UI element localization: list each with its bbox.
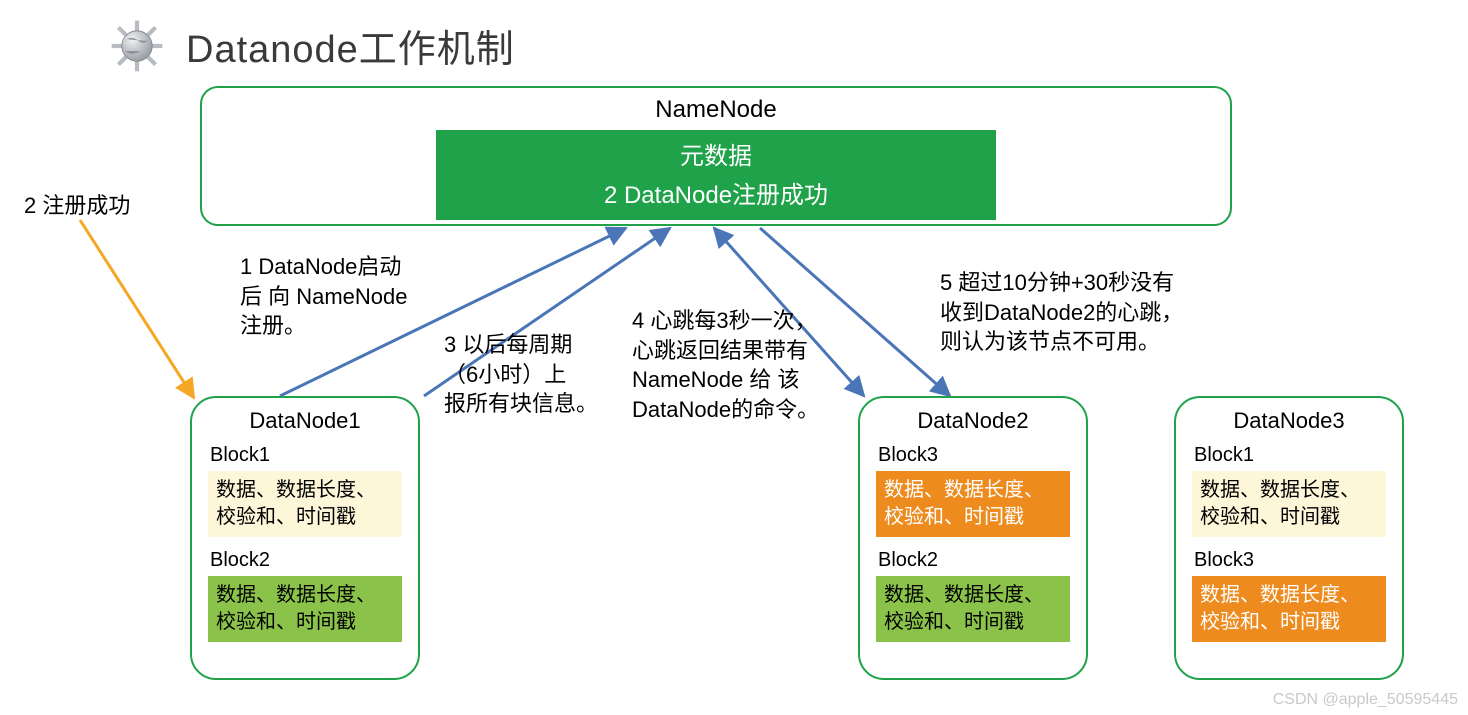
- block-group: Block2 数据、数据长度、校验和、时间戳: [876, 549, 1070, 642]
- block-group: Block1 数据、数据长度、校验和、时间戳: [1192, 444, 1386, 537]
- side-label-register-success: 2 注册成功: [24, 188, 130, 220]
- block-group: Block3 数据、数据长度、校验和、时间戳: [876, 444, 1070, 537]
- block-content: 数据、数据长度、校验和、时间戳: [1192, 576, 1386, 642]
- block-content: 数据、数据长度、校验和、时间戳: [876, 576, 1070, 642]
- block-label: Block2: [876, 549, 1070, 572]
- block-group: Block1 数据、数据长度、校验和、时间戳: [208, 444, 402, 537]
- step-3-text: 3 以后每周期 （6小时）上 报所有块信息。: [444, 330, 598, 419]
- globe-icon: [110, 19, 164, 73]
- datanode-box-3: DataNode3 Block1 数据、数据长度、校验和、时间戳 Block3 数据、数…: [1174, 396, 1404, 680]
- block-label: Block2: [208, 549, 402, 572]
- block-content: 数据、数据长度、校验和、时间戳: [1192, 471, 1386, 537]
- block-content: 数据、数据长度、校验和、时间戳: [876, 471, 1070, 537]
- diagram-canvas: Datanode工作机制 NameNode 元数据 2 DataNode注册成功…: [0, 0, 1468, 715]
- datanode-title: DataNode3: [1192, 408, 1386, 434]
- datanode-title: DataNode2: [876, 408, 1070, 434]
- metadata-line1: 元数据: [436, 136, 996, 171]
- block-label: Block1: [1192, 444, 1386, 467]
- block-content: 数据、数据长度、校验和、时间戳: [208, 471, 402, 537]
- block-label: Block3: [876, 444, 1070, 467]
- block-content: 数据、数据长度、校验和、时间戳: [208, 576, 402, 642]
- step-1-text: 1 DataNode启动 后 向 NameNode 注册。: [240, 252, 408, 341]
- datanode-title: DataNode1: [208, 408, 402, 434]
- namenode-title: NameNode: [202, 96, 1230, 124]
- metadata-line2: 2 DataNode注册成功: [436, 175, 996, 210]
- block-label: Block3: [1192, 549, 1386, 572]
- watermark: CSDN @apple_50595445: [1273, 691, 1458, 709]
- arrow-register-success: [80, 220, 194, 398]
- step-4-text: 4 心跳每3秒一次， 心跳返回结果带有 NameNode 给 该 DataNod…: [632, 306, 819, 425]
- metadata-box: 元数据 2 DataNode注册成功: [436, 130, 996, 220]
- datanode-box-2: DataNode2 Block3 数据、数据长度、校验和、时间戳 Block2 数据、数…: [858, 396, 1088, 680]
- namenode-box: NameNode 元数据 2 DataNode注册成功: [200, 86, 1232, 226]
- block-label: Block1: [208, 444, 402, 467]
- block-group: Block2 数据、数据长度、校验和、时间戳: [208, 549, 402, 642]
- datanode-box-1: DataNode1 Block1 数据、数据长度、校验和、时间戳 Block2 数据、数…: [190, 396, 420, 680]
- title-row: Datanode工作机制: [110, 18, 515, 73]
- block-group: Block3 数据、数据长度、校验和、时间戳: [1192, 549, 1386, 642]
- page-title: Datanode工作机制: [186, 18, 515, 73]
- step-5-text: 5 超过10分钟+30秒没有 收到DataNode2的心跳， 则认为该节点不可用…: [940, 268, 1183, 357]
